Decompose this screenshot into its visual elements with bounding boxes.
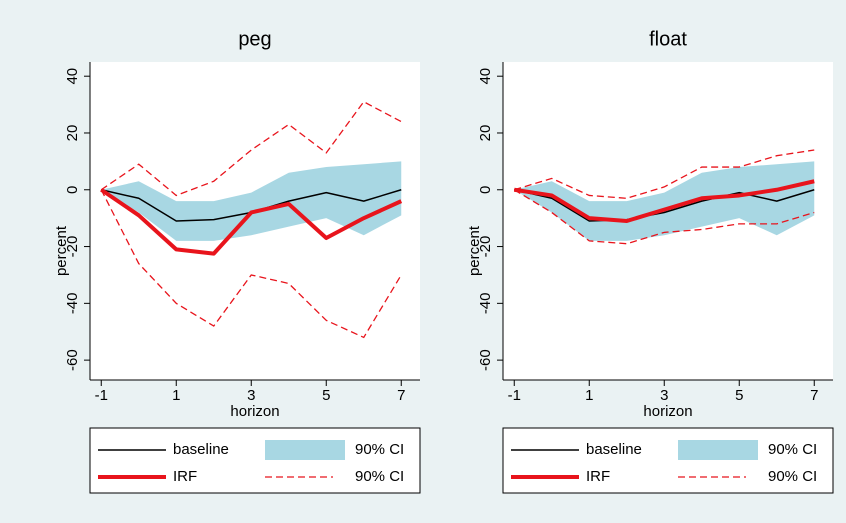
- legend-label: baseline: [173, 441, 229, 458]
- y-tick-label: 40: [64, 68, 81, 85]
- legend-label: 90% CI: [355, 468, 404, 485]
- x-tick-label: 1: [172, 387, 180, 404]
- ci-line: [100, 189, 402, 339]
- ci-line: [514, 149, 815, 199]
- x-tick-label: 3: [660, 387, 668, 404]
- legend: [502, 427, 834, 494]
- irf-line: [100, 188, 403, 256]
- legend-label: 90% CI: [355, 441, 404, 458]
- x-tick-label: 7: [810, 387, 818, 404]
- y-axis-title: percent: [466, 225, 483, 276]
- legend-swatch: [265, 440, 345, 460]
- y-tick-label: -40: [477, 292, 494, 314]
- x-tick-label: 5: [322, 387, 330, 404]
- x-tick-label: 1: [585, 387, 593, 404]
- y-tick-label: -40: [64, 292, 81, 314]
- y-tick-label: 0: [64, 186, 81, 194]
- legend-label: IRF: [586, 468, 610, 485]
- y-tick-label: -20: [477, 236, 494, 258]
- chart-title: float: [649, 28, 687, 50]
- y-tick-label: 0: [477, 186, 494, 194]
- x-tick-label: 7: [397, 387, 405, 404]
- legend-label: IRF: [173, 468, 197, 485]
- x-axis-title: horizon: [230, 403, 279, 420]
- y-tick-label: -60: [64, 349, 81, 371]
- x-axis-title: horizon: [643, 403, 692, 420]
- x-tick-label: 3: [247, 387, 255, 404]
- y-tick-label: -20: [64, 236, 81, 258]
- ci-line: [513, 189, 815, 245]
- legend: [89, 427, 421, 494]
- x-tick-label: -1: [508, 387, 521, 404]
- legend-swatch: [678, 440, 758, 460]
- chart-title: peg: [238, 28, 271, 50]
- y-tick-label: 20: [477, 125, 494, 142]
- x-tick-label: -1: [95, 387, 108, 404]
- y-tick-label: 20: [64, 125, 81, 142]
- irf-line: [513, 179, 815, 223]
- legend-label: 90% CI: [768, 468, 817, 485]
- ci-line: [100, 100, 402, 197]
- legend-label: 90% CI: [768, 441, 817, 458]
- y-tick-label: -60: [477, 349, 494, 371]
- y-tick-label: 40: [477, 68, 494, 85]
- x-tick-label: 5: [735, 387, 743, 404]
- baseline-line: [514, 189, 815, 222]
- y-axis-title: percent: [53, 225, 70, 276]
- legend-label: baseline: [586, 441, 642, 458]
